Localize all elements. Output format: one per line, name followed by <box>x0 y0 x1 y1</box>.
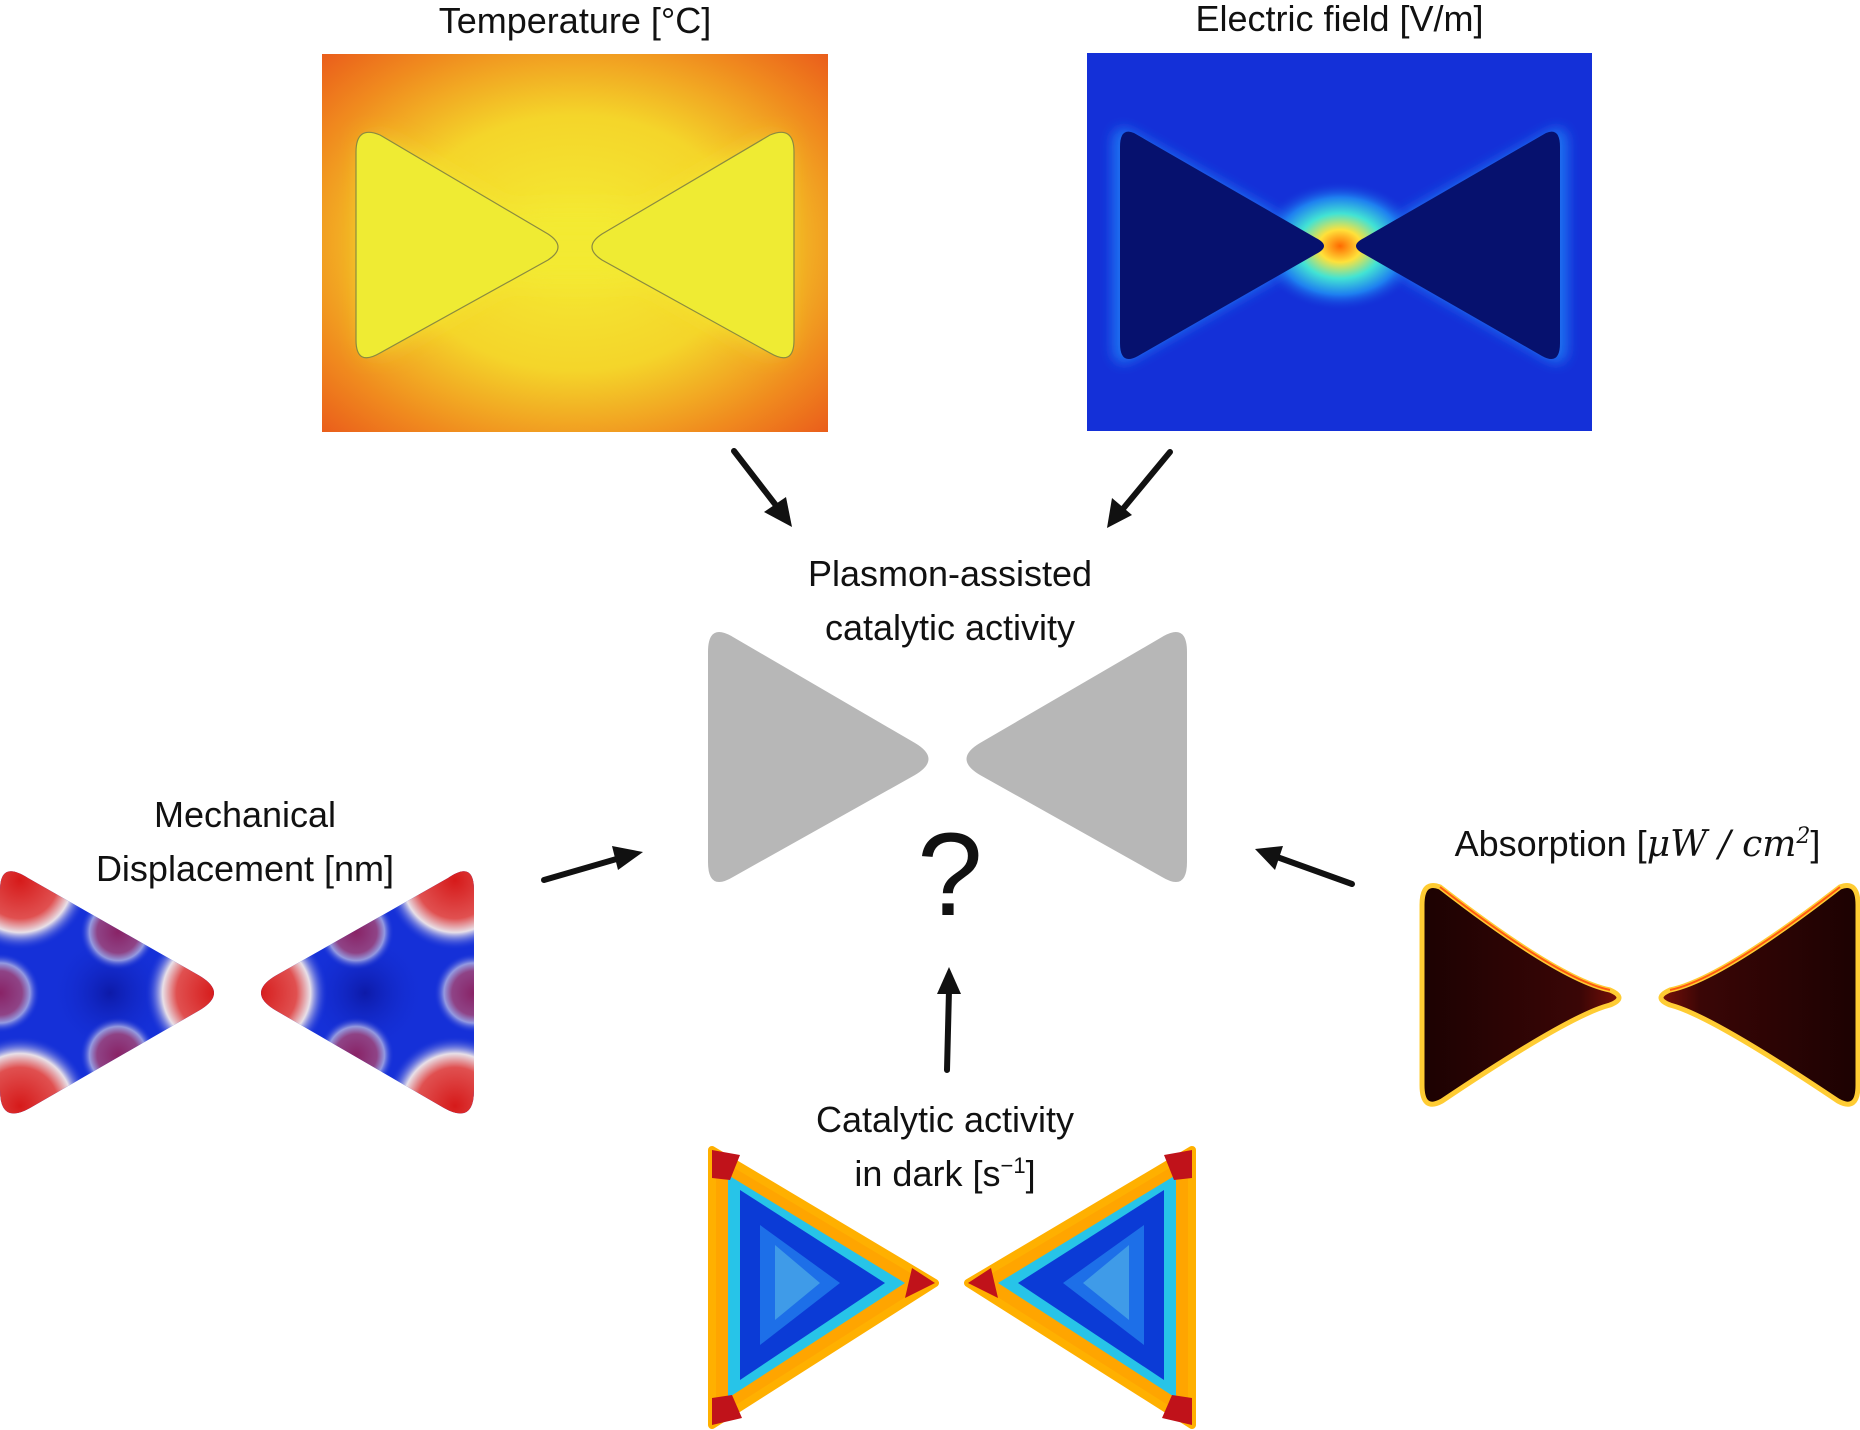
center-left-triangle <box>708 632 929 882</box>
dark-activity-title-suffix: ] <box>1025 1153 1036 1194</box>
efield-left-triangle <box>1120 131 1324 360</box>
absorption-title-exponent: 2 <box>1796 824 1811 849</box>
temperature-left-triangle <box>355 131 559 359</box>
center-title-line1: Plasmon-assisted <box>807 553 1093 594</box>
electric-field-title-text: Electric field [V/m] <box>1195 0 1484 39</box>
temperature-map <box>322 54 828 432</box>
absorption-left-shape <box>1419 883 1622 1107</box>
arrow-efield-to-center <box>1107 449 1173 528</box>
absorption-title: Absorption [μW / cm2] <box>1415 817 1860 872</box>
absorption-title-prefix: Absorption [ <box>1454 823 1647 864</box>
arrows <box>541 448 1355 1073</box>
center-right-triangle <box>966 632 1187 882</box>
dark-activity-title-prefix: in dark [s <box>854 1153 1001 1194</box>
absorption-title-unit: μW / cm <box>1646 824 1797 865</box>
efield-right-triangle <box>1356 131 1560 360</box>
absorption-title-suffix: ] <box>1810 823 1821 864</box>
dark-activity-title-line1: Catalytic activity <box>815 1099 1075 1140</box>
center-title: Plasmon-assisted catalytic activity <box>700 547 1200 655</box>
mechanical-title-line2: Displacement [nm] <box>95 848 395 889</box>
arrow-temperature-to-center <box>731 448 792 527</box>
electric-field-title: Electric field [V/m] <box>1087 0 1592 46</box>
dark-activity-title-line2: in dark [s−1] <box>740 1147 1150 1201</box>
arrow-mechanical-to-center <box>541 846 643 883</box>
dark-activity-title: Catalytic activity in dark [s−1] <box>740 1093 1150 1201</box>
arrow-dark-to-center <box>937 967 961 1073</box>
absorption-right-shape <box>1658 883 1860 1107</box>
mechanical-title-line1: Mechanical <box>153 794 337 835</box>
dark-activity-title-exponent: −1 <box>1000 1153 1026 1178</box>
temperature-right-triangle <box>591 131 795 359</box>
question-mark: ? <box>917 809 983 941</box>
temperature-title: Temperature [°C] <box>330 0 820 48</box>
center-title-line2: catalytic activity <box>824 607 1076 648</box>
center-bowtie <box>708 632 1187 882</box>
electric-field-map <box>1087 53 1592 431</box>
absorption-map <box>1419 883 1860 1107</box>
mechanical-title: Mechanical Displacement [nm] <box>50 788 440 896</box>
temperature-title-text: Temperature [°C] <box>438 0 712 41</box>
dark-activity-map <box>708 1146 1196 1429</box>
arrow-absorption-to-center <box>1255 846 1355 887</box>
